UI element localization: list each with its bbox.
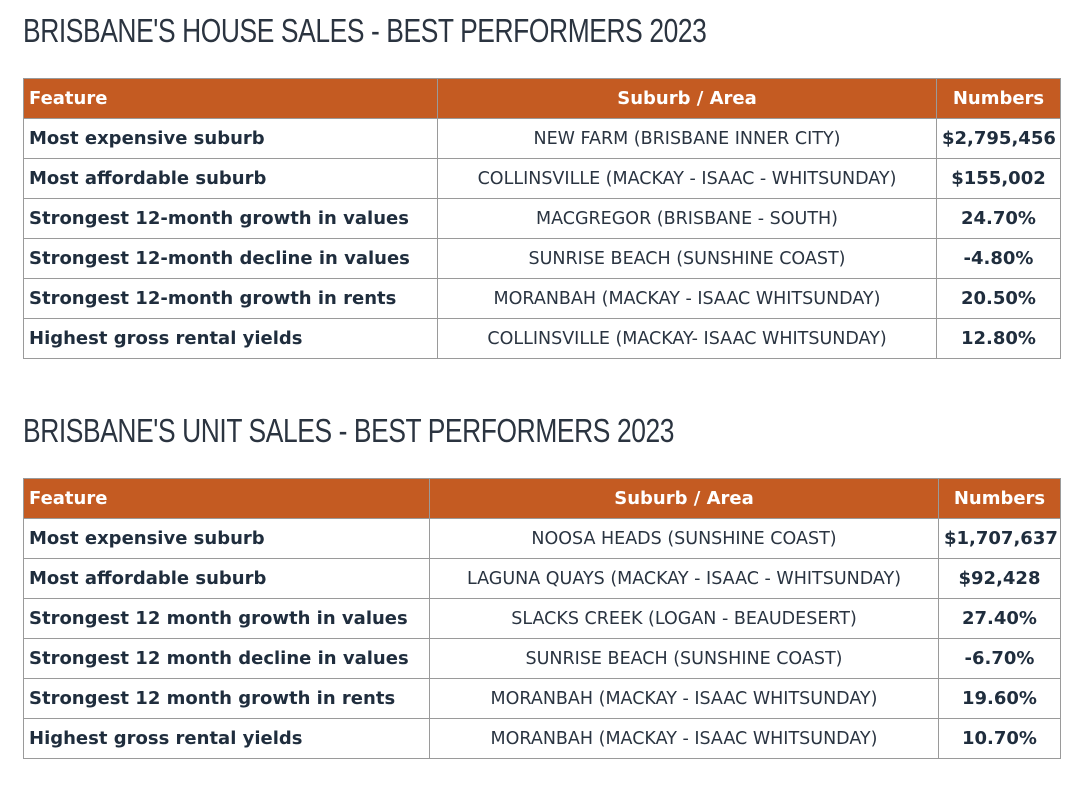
number-cell: 20.50% <box>936 278 1061 319</box>
house-sales-title: BRISBANE'S HOUSE SALES - BEST PERFORMERS… <box>23 12 707 49</box>
feature-cell: Strongest 12-month decline in values <box>23 238 438 279</box>
suburb-cell: MACGREGOR (BRISBANE - SOUTH) <box>437 198 937 239</box>
header-feature: Feature <box>23 478 430 519</box>
header-numbers: Numbers <box>936 78 1061 119</box>
feature-cell: Most expensive suburb <box>23 118 438 159</box>
feature-cell: Strongest 12-month growth in rents <box>23 278 438 319</box>
header-suburb-area: Suburb / Area <box>437 78 937 119</box>
suburb-cell: COLLINSVILLE (MACKAY- ISAAC WHITSUNDAY) <box>437 318 937 359</box>
suburb-cell: SUNRISE BEACH (SUNSHINE COAST) <box>437 238 937 279</box>
feature-cell: Highest gross rental yields <box>23 318 438 359</box>
suburb-cell: NEW FARM (BRISBANE INNER CITY) <box>437 118 937 159</box>
feature-cell: Highest gross rental yields <box>23 718 430 759</box>
header-suburb-area: Suburb / Area <box>429 478 939 519</box>
header-feature: Feature <box>23 78 438 119</box>
table-header-row: Feature Suburb / Area Numbers <box>23 78 1061 119</box>
table-header-row: Feature Suburb / Area Numbers <box>23 478 1061 519</box>
number-cell: -4.80% <box>936 238 1061 279</box>
header-numbers: Numbers <box>938 478 1061 519</box>
feature-cell: Strongest 12 month decline in values <box>23 638 430 679</box>
feature-cell: Strongest 12 month growth in values <box>23 598 430 639</box>
number-cell: 12.80% <box>936 318 1061 359</box>
number-cell: 24.70% <box>936 198 1061 239</box>
feature-cell: Strongest 12 month growth in rents <box>23 678 430 719</box>
number-cell: 10.70% <box>938 718 1061 759</box>
number-cell: -6.70% <box>938 638 1061 679</box>
suburb-cell: LAGUNA QUAYS (MACKAY - ISAAC - WHITSUNDA… <box>429 558 939 599</box>
suburb-cell: SLACKS CREEK (LOGAN - BEAUDESERT) <box>429 598 939 639</box>
table-row: Strongest 12 month growth in rents MORAN… <box>23 678 1061 719</box>
suburb-cell: MORANBAH (MACKAY - ISAAC WHITSUNDAY) <box>429 678 939 719</box>
number-cell: $2,795,456 <box>936 118 1061 159</box>
number-cell: $1,707,637 <box>938 518 1061 559</box>
number-cell: $155,002 <box>936 158 1061 199</box>
table-row: Most affordable suburb COLLINSVILLE (MAC… <box>23 158 1061 199</box>
house-sales-table: Feature Suburb / Area Numbers Most expen… <box>23 78 1061 359</box>
suburb-cell: COLLINSVILLE (MACKAY - ISAAC - WHITSUNDA… <box>437 158 937 199</box>
table-row: Strongest 12 month decline in values SUN… <box>23 638 1061 679</box>
unit-sales-table: Feature Suburb / Area Numbers Most expen… <box>23 478 1061 759</box>
table-row: Strongest 12 month growth in values SLAC… <box>23 598 1061 639</box>
number-cell: 19.60% <box>938 678 1061 719</box>
number-cell: $92,428 <box>938 558 1061 599</box>
suburb-cell: NOOSA HEADS (SUNSHINE COAST) <box>429 518 939 559</box>
table-row: Strongest 12-month growth in values MACG… <box>23 198 1061 239</box>
unit-sales-title: BRISBANE'S UNIT SALES - BEST PERFORMERS … <box>23 412 675 449</box>
table-row: Strongest 12-month decline in values SUN… <box>23 238 1061 279</box>
table-row: Most expensive suburb NOOSA HEADS (SUNSH… <box>23 518 1061 559</box>
number-cell: 27.40% <box>938 598 1061 639</box>
suburb-cell: SUNRISE BEACH (SUNSHINE COAST) <box>429 638 939 679</box>
feature-cell: Most affordable suburb <box>23 558 430 599</box>
table-row: Highest gross rental yields MORANBAH (MA… <box>23 718 1061 759</box>
suburb-cell: MORANBAH (MACKAY - ISAAC WHITSUNDAY) <box>429 718 939 759</box>
table-row: Most affordable suburb LAGUNA QUAYS (MAC… <box>23 558 1061 599</box>
feature-cell: Most expensive suburb <box>23 518 430 559</box>
table-row: Highest gross rental yields COLLINSVILLE… <box>23 318 1061 359</box>
suburb-cell: MORANBAH (MACKAY - ISAAC WHITSUNDAY) <box>437 278 937 319</box>
feature-cell: Most affordable suburb <box>23 158 438 199</box>
feature-cell: Strongest 12-month growth in values <box>23 198 438 239</box>
table-row: Most expensive suburb NEW FARM (BRISBANE… <box>23 118 1061 159</box>
table-row: Strongest 12-month growth in rents MORAN… <box>23 278 1061 319</box>
